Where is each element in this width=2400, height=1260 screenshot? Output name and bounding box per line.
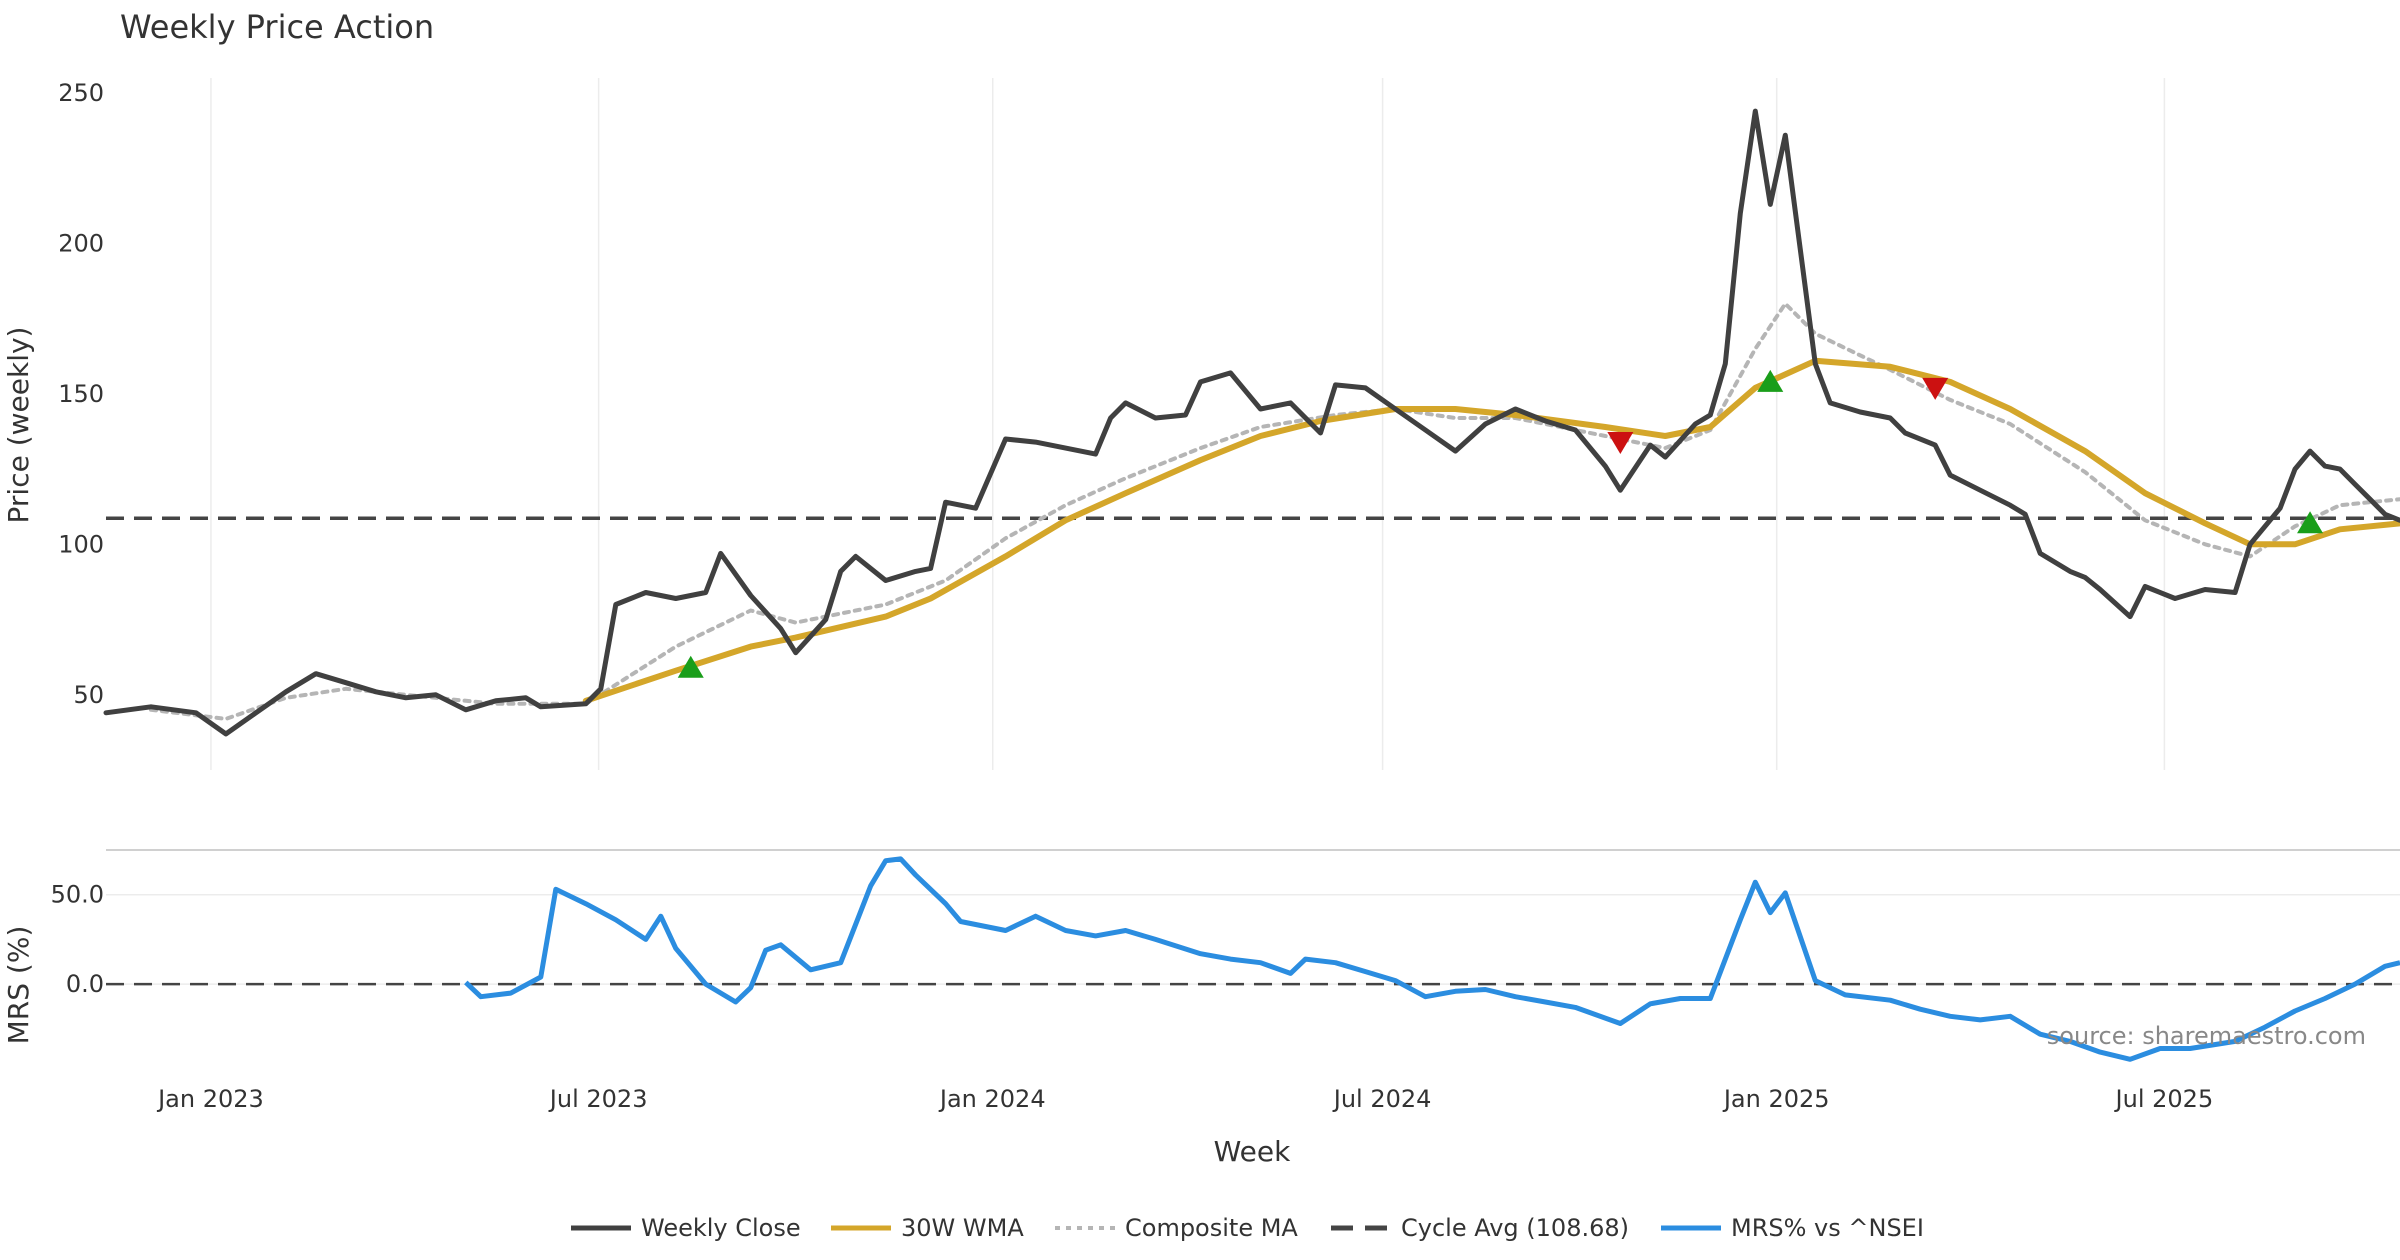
mrs-y-tick-label: 50.0 [51,881,104,909]
buy-signal-marker [677,655,704,678]
chart-title: Weekly Price Action [120,8,434,46]
x-tick-label: Jul 2025 [2114,1085,2214,1113]
tick-labels: Jan 2023 Jul 2023 Jan 2024 Jul 2024 Jan 2025… [51,79,2214,1113]
price-y-axis-title: Price (weekly) [2,327,35,524]
signal-markers [677,369,2324,678]
x-tick-label: Jul 2023 [548,1085,648,1113]
price-y-tick-label: 50 [73,681,104,709]
x-tick-label: Jul 2024 [1332,1085,1432,1113]
x-tick-label: Jan 2025 [1722,1085,1830,1113]
mrs-grid [106,893,2400,985]
x-axis-title: Week [1214,1135,1291,1168]
legend-label: MRS% vs ^NSEI [1731,1214,1924,1242]
source-note: source: sharemaestro.com [2047,1022,2366,1050]
x-tick-label: Jan 2024 [938,1085,1046,1113]
price-y-tick-label: 150 [58,380,104,408]
sell-signal-marker [1922,377,1949,400]
weekly-close-line [103,108,2400,737]
legend: Weekly Close 30W WMA Composite MA Cycle Avg… [571,1214,1924,1242]
legend-label: Weekly Close [641,1214,801,1242]
mrs-line [464,856,2400,1062]
legend-label: Cycle Avg (108.68) [1401,1214,1629,1242]
30w-wma-line [582,357,2400,704]
legend-label: Composite MA [1125,1214,1298,1242]
mrs-y-tick-label: 0.0 [66,970,104,998]
buy-signal-marker [2297,511,2324,534]
buy-signal-marker [1757,369,1784,392]
price-y-tick-label: 100 [58,530,104,558]
mrs-series-group [106,856,2400,1062]
sell-signal-marker [1607,432,1634,455]
legend-label: 30W WMA [901,1214,1024,1242]
price-y-tick-label: 200 [58,229,104,257]
price-series-group [103,108,2400,737]
x-tick-label: Jan 2023 [156,1085,264,1113]
composite-ma-line [149,301,2400,721]
price-grid [210,78,2166,770]
price-y-tick-label: 250 [58,79,104,107]
mrs-y-axis-title: MRS (%) [2,926,35,1045]
